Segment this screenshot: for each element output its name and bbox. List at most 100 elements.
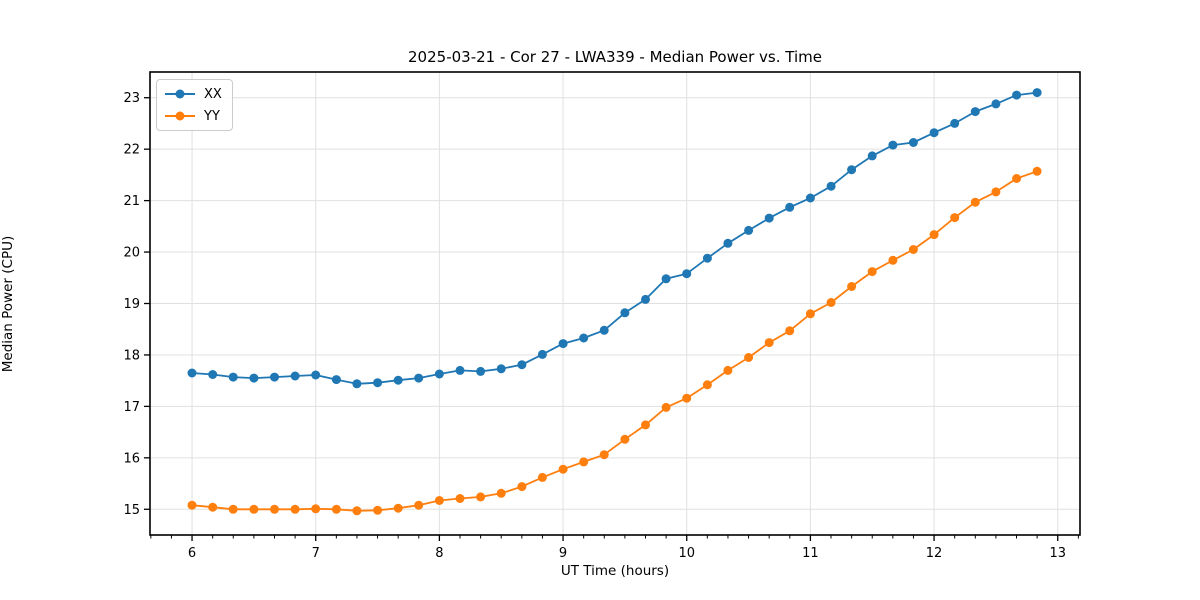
- data-point: [888, 140, 898, 150]
- legend-label-yy: YY: [204, 108, 220, 124]
- legend-swatch-xx-icon: [165, 89, 195, 99]
- data-point: [908, 245, 918, 254]
- y-tick-label: 20: [123, 246, 140, 261]
- data-point: [455, 494, 465, 503]
- x-tick-label: 12: [926, 546, 943, 561]
- x-tick-label: 8: [435, 546, 443, 561]
- data-point: [434, 496, 444, 505]
- data-point: [558, 339, 568, 349]
- data-point: [187, 368, 197, 378]
- series-yy-line: [191, 170, 1038, 512]
- data-point: [579, 457, 589, 467]
- data-point: [476, 366, 486, 376]
- data-point: [805, 309, 815, 319]
- x-tick-label: 11: [802, 546, 819, 561]
- data-point: [950, 118, 960, 128]
- data-point: [393, 503, 403, 513]
- series-yy-markers: [187, 166, 1042, 516]
- data-point: [682, 393, 692, 403]
- data-point: [414, 500, 424, 510]
- data-point: [1032, 166, 1042, 176]
- y-tick-label: 22: [123, 143, 140, 158]
- series-xx-line: [191, 91, 1038, 385]
- data-point: [187, 500, 197, 510]
- x-tick-label: 9: [559, 546, 567, 561]
- data-point: [682, 269, 692, 279]
- data-point: [991, 187, 1001, 197]
- data-point: [476, 492, 486, 502]
- data-point: [352, 379, 362, 389]
- data-point: [929, 128, 939, 138]
- x-tick-label: 7: [312, 546, 320, 561]
- series-xx-markers: [187, 88, 1042, 389]
- data-point: [785, 326, 795, 336]
- data-point: [1032, 88, 1042, 98]
- y-axis-label: Median Power (CPU): [0, 235, 16, 373]
- data-point: [1012, 90, 1022, 100]
- x-tick-label: 6: [188, 546, 196, 561]
- data-point: [393, 375, 403, 385]
- data-point: [744, 353, 754, 362]
- data-point: [270, 504, 279, 514]
- data-point: [290, 371, 300, 381]
- x-tick-label: 10: [678, 546, 695, 561]
- data-point: [414, 373, 424, 383]
- data-point: [228, 504, 238, 514]
- data-point: [847, 165, 857, 175]
- x-axis-label: UT Time (hours): [560, 563, 670, 579]
- data-point: [373, 505, 383, 515]
- data-point: [702, 253, 712, 263]
- data-point: [331, 375, 341, 385]
- data-point: [908, 138, 918, 147]
- data-point: [537, 349, 547, 359]
- data-point: [455, 365, 465, 375]
- data-point: [764, 213, 774, 223]
- data-point: [1012, 174, 1022, 183]
- data-point: [228, 372, 238, 382]
- data-point: [434, 369, 444, 379]
- data-point: [867, 267, 877, 277]
- data-point: [826, 298, 836, 307]
- data-point: [661, 274, 671, 284]
- data-point: [723, 365, 733, 375]
- data-point: [641, 294, 650, 304]
- x-tick-label: 13: [1049, 546, 1066, 561]
- data-point: [620, 308, 630, 318]
- legend-item-xx: XX: [165, 84, 222, 104]
- data-point: [661, 402, 671, 412]
- y-tick-label: 16: [123, 451, 140, 466]
- data-point: [537, 472, 547, 482]
- y-tick-label: 15: [123, 503, 140, 518]
- data-point: [208, 502, 218, 512]
- legend-swatch-yy-icon: [165, 111, 195, 121]
- chart-title: 2025-03-21 - Cor 27 - LWA339 - Median Po…: [408, 48, 822, 66]
- legend-item-yy: YY: [165, 106, 222, 126]
- data-point: [826, 181, 836, 191]
- data-point: [496, 488, 506, 498]
- data-point: [249, 373, 259, 383]
- data-point: [352, 506, 362, 516]
- data-point: [867, 151, 877, 161]
- data-point: [599, 325, 609, 335]
- y-tick-label: 19: [123, 297, 140, 312]
- data-point: [270, 372, 279, 382]
- data-point: [744, 225, 754, 235]
- data-point: [496, 364, 506, 374]
- data-point: [517, 482, 527, 492]
- data-point: [558, 464, 568, 474]
- data-point: [208, 370, 218, 379]
- data-point: [847, 282, 857, 291]
- y-tick-label: 23: [123, 91, 140, 106]
- data-point: [970, 197, 980, 207]
- data-point: [331, 504, 341, 514]
- data-point: [579, 333, 589, 343]
- data-point: [929, 230, 939, 240]
- y-tick-label: 21: [123, 194, 140, 209]
- data-point: [290, 504, 300, 514]
- data-point: [950, 213, 960, 223]
- data-point: [785, 202, 795, 212]
- y-tick-label: 18: [123, 348, 140, 363]
- data-point: [517, 360, 527, 370]
- data-point: [311, 370, 321, 380]
